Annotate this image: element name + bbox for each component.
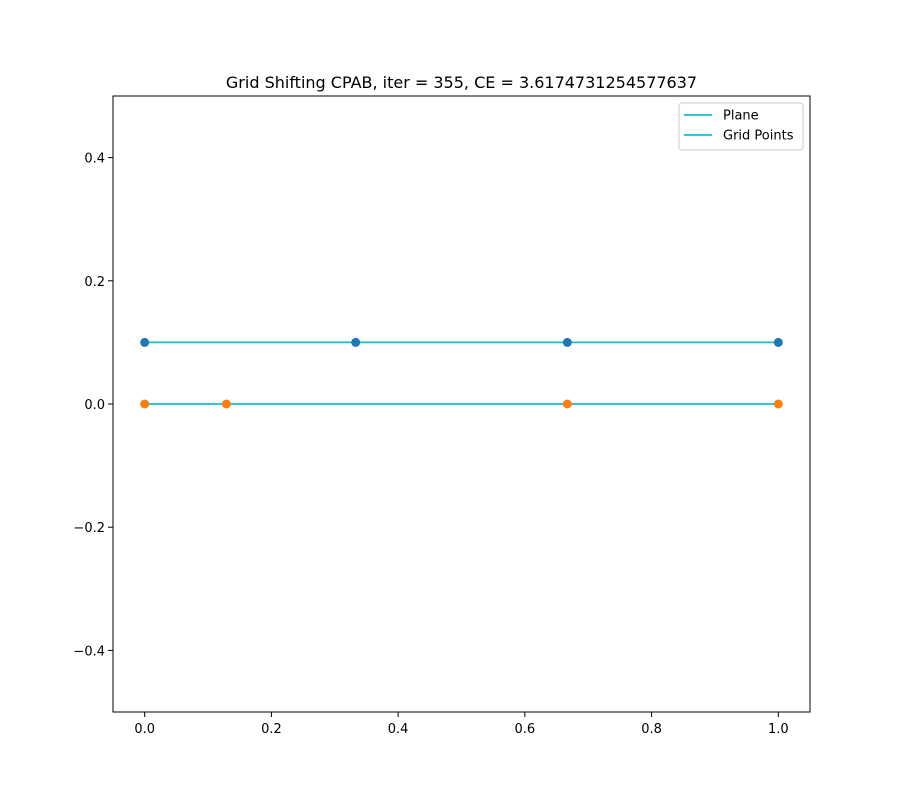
data-point xyxy=(773,399,783,409)
x-tick-label: 0.4 xyxy=(388,722,409,737)
data-point xyxy=(140,399,150,409)
x-tick-label: 0.6 xyxy=(515,722,536,737)
y-tick-label: −0.2 xyxy=(73,521,105,536)
x-tick-label: 0.2 xyxy=(261,722,282,737)
x-axis: 0.0 0.2 0.4 0.6 0.8 1.0 xyxy=(134,712,789,737)
plot-marks xyxy=(140,337,783,409)
y-tick-label: 0.4 xyxy=(84,152,105,167)
y-axis: −0.4 −0.2 0.0 0.2 0.4 xyxy=(73,152,113,659)
y-tick-label: 0.2 xyxy=(84,275,105,290)
legend: Plane Grid Points xyxy=(678,102,804,151)
data-point xyxy=(351,337,361,347)
x-tick-label: 0.0 xyxy=(134,722,155,737)
legend-label: Grid Points xyxy=(723,129,794,144)
chart-title: Grid Shifting CPAB, iter = 355, CE = 3.6… xyxy=(226,73,697,92)
plot-frame xyxy=(112,95,811,713)
data-point xyxy=(773,337,783,347)
y-tick-label: 0.0 xyxy=(84,398,105,413)
x-tick-label: 1.0 xyxy=(768,722,789,737)
data-point xyxy=(562,399,572,409)
y-tick-label: −0.4 xyxy=(73,644,105,659)
x-tick-label: 0.8 xyxy=(641,722,662,737)
data-point xyxy=(221,399,231,409)
data-point xyxy=(140,337,150,347)
legend-label: Plane xyxy=(723,109,759,124)
data-point xyxy=(562,337,572,347)
